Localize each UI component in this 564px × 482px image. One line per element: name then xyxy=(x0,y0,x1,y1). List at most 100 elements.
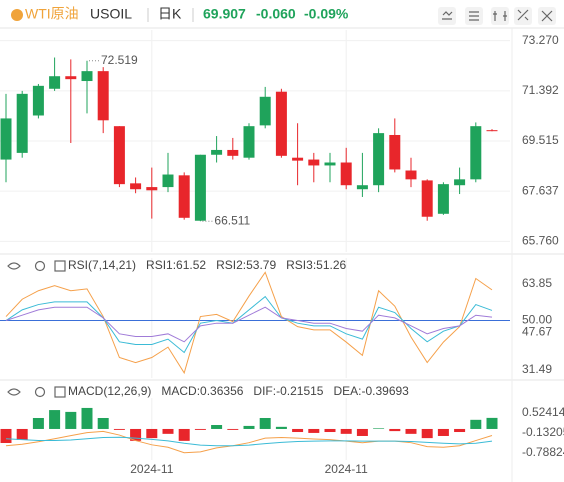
macd-bar xyxy=(227,428,239,430)
change-percent: -0.09% xyxy=(304,6,349,22)
candle-body xyxy=(405,170,417,180)
candle-body xyxy=(32,85,44,116)
macd-bar xyxy=(81,407,93,429)
candle-body xyxy=(113,126,125,185)
candle-body xyxy=(324,162,336,166)
candle-body xyxy=(389,134,401,170)
macd-bar xyxy=(292,428,304,433)
gear-icon[interactable] xyxy=(34,386,46,398)
period[interactable]: 日K xyxy=(158,6,182,22)
macd-bar xyxy=(113,428,125,430)
candle-body xyxy=(356,185,368,190)
x-tick-label: 2024-11 xyxy=(130,462,173,476)
indicator-line xyxy=(5,436,493,447)
y-tick-label: 69.515 xyxy=(522,133,559,147)
candle-body xyxy=(421,180,433,217)
tool-button[interactable] xyxy=(438,7,456,25)
tool-icon xyxy=(469,11,479,21)
rsi-controls xyxy=(7,260,66,272)
y-tick-label: 50.00 xyxy=(522,313,552,327)
legend-entry: RSI3:51.26 xyxy=(286,258,346,272)
macd-bar xyxy=(308,428,320,433)
macd-bar xyxy=(97,417,109,429)
macd-bar xyxy=(0,428,12,443)
indicator-label: MACD(12,26,9) xyxy=(68,384,151,398)
candle-body xyxy=(194,154,206,221)
indicator-line xyxy=(5,271,493,375)
candle-body xyxy=(227,149,239,156)
legend-entry: DIF:-0.21515 xyxy=(253,384,323,398)
candle-body xyxy=(146,187,158,191)
symbol-code: USOIL xyxy=(90,6,132,22)
eye-icon[interactable] xyxy=(7,388,21,396)
y-tick-label: 0.52414 xyxy=(522,405,564,419)
macd-bar xyxy=(324,428,336,433)
macd-bar xyxy=(486,417,498,429)
macd-bar xyxy=(146,428,158,439)
macd-bar xyxy=(211,425,223,429)
macd-bar xyxy=(389,428,401,432)
macd-bar xyxy=(16,428,28,440)
indicator-label: RSI(7,14,21) xyxy=(68,258,136,272)
candle-body xyxy=(211,149,223,155)
eye-icon[interactable] xyxy=(7,262,21,270)
expand-icon[interactable] xyxy=(54,260,66,272)
macd-bar xyxy=(421,428,433,439)
tool-icon xyxy=(541,10,553,22)
macd-bar xyxy=(49,410,61,429)
candle-body xyxy=(486,130,498,132)
macd-bar xyxy=(65,411,77,429)
price: 69.907 xyxy=(203,6,246,22)
macd-bar xyxy=(194,428,206,430)
legend-entry: RSI1:61.52 xyxy=(146,258,206,272)
macd-bar xyxy=(356,428,368,436)
x-tick-label: 2024-11 xyxy=(325,462,368,476)
y-tick-label: 65.760 xyxy=(522,233,559,247)
tool-icon xyxy=(517,9,529,21)
tool-icon xyxy=(493,11,507,21)
candle-body xyxy=(470,126,482,180)
macd-bar xyxy=(243,425,255,429)
indicator-line xyxy=(5,306,493,343)
y-tick-label: -0.13205 xyxy=(522,425,564,439)
macd-bar xyxy=(32,417,44,429)
y-tick-label: 47.67 xyxy=(522,325,552,339)
macd-bar xyxy=(373,428,385,429)
macd-controls xyxy=(7,386,66,398)
candle-body xyxy=(292,157,304,161)
candle-body xyxy=(81,71,93,82)
candle-body xyxy=(97,71,109,121)
y-tick-label: 73.270 xyxy=(522,33,559,47)
macd-bar xyxy=(470,419,482,429)
macd-bar xyxy=(405,428,417,434)
gear-icon[interactable] xyxy=(34,260,46,272)
candle-body xyxy=(454,179,466,186)
candle-body xyxy=(275,91,287,156)
candle-body xyxy=(373,133,385,186)
candle-body xyxy=(16,93,28,153)
candle-body xyxy=(243,126,255,158)
tool-button[interactable] xyxy=(514,7,532,25)
candle-body xyxy=(130,183,142,190)
indicator-line xyxy=(5,295,493,354)
macd-bar xyxy=(259,417,271,429)
annotation: 66.511 xyxy=(214,213,250,227)
y-tick-label: 71.392 xyxy=(522,83,559,97)
y-tick-label: 31.49 xyxy=(522,362,552,376)
candle-body xyxy=(259,96,271,126)
y-tick-label: 63.85 xyxy=(522,276,552,290)
macd-bar xyxy=(340,428,352,434)
change: -0.060 xyxy=(256,6,296,22)
symbol-name: WTI原油 xyxy=(25,6,79,22)
candle-body xyxy=(49,76,61,89)
tool-icon xyxy=(442,11,453,20)
legend-entry: DEA:-0.39693 xyxy=(333,384,409,398)
annotation: 72.519 xyxy=(101,53,138,67)
legend-entry: MACD:0.36356 xyxy=(161,384,243,398)
candle-body xyxy=(162,174,174,188)
expand-icon[interactable] xyxy=(54,386,66,398)
toolbar xyxy=(438,7,556,25)
macd-bar xyxy=(162,428,174,434)
